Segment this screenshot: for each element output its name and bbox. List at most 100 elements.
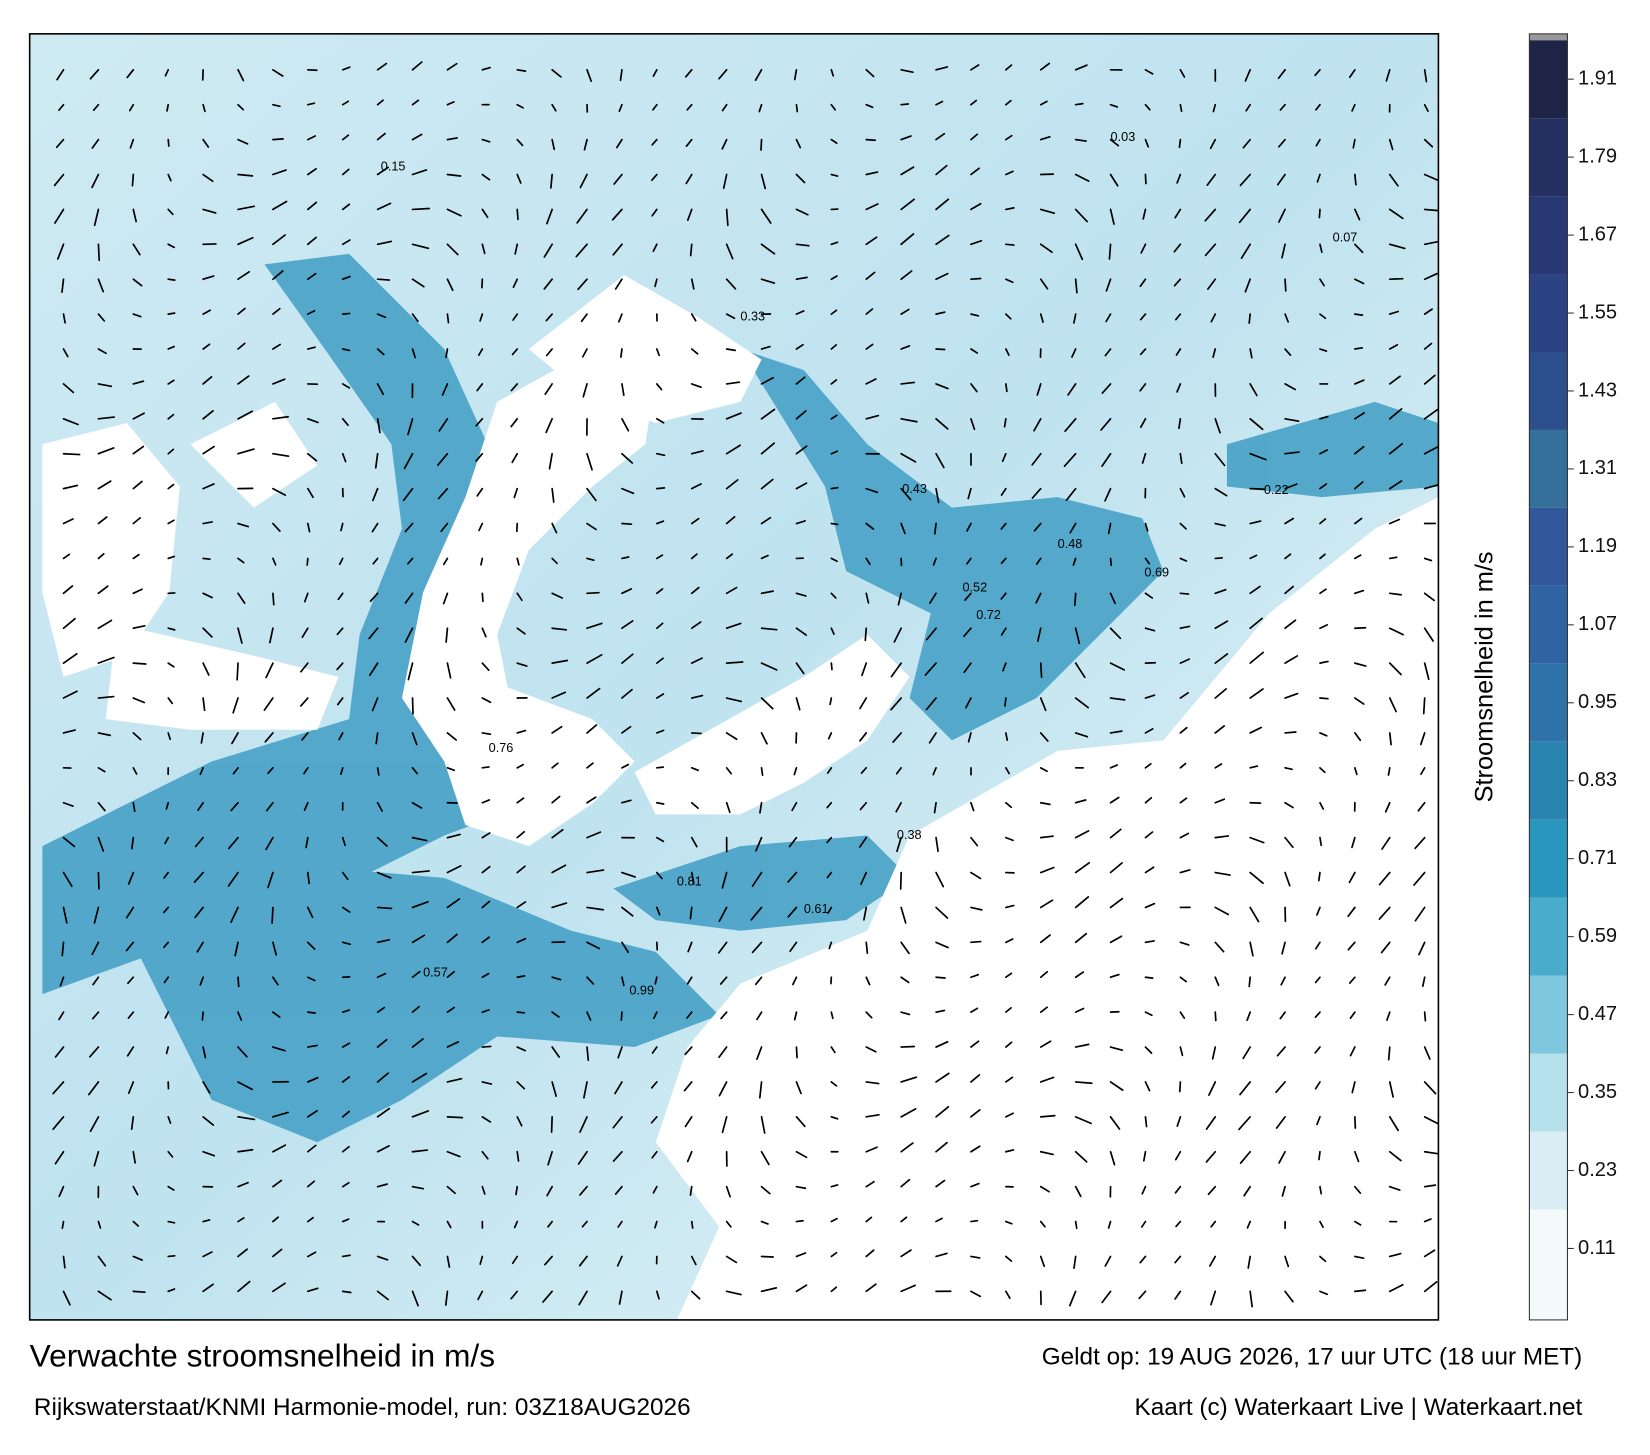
vector — [98, 244, 99, 260]
colorbar-band — [1529, 1054, 1567, 1132]
colorbar-band — [1529, 430, 1567, 508]
vector — [1180, 593, 1188, 594]
colorbar-tick-label: 0.47 — [1578, 1003, 1617, 1025]
vector — [796, 1221, 803, 1222]
vector — [378, 279, 390, 280]
colorbar-tick-label: 1.31 — [1578, 457, 1617, 479]
colorbar-band — [1529, 118, 1567, 196]
vector — [1320, 838, 1321, 846]
colorbar-tick-label: 0.35 — [1578, 1081, 1617, 1103]
vector — [482, 1046, 490, 1047]
vector — [971, 279, 981, 280]
vector — [168, 279, 175, 280]
vector — [237, 663, 238, 680]
speed-label: 0.15 — [381, 159, 406, 173]
vector — [936, 977, 945, 978]
vector — [1249, 977, 1250, 986]
vector — [1111, 558, 1112, 565]
vector — [901, 1047, 914, 1048]
colorbar-band — [1529, 898, 1567, 976]
colorbar-tick-label: 0.59 — [1578, 925, 1617, 947]
colorbar-tick-label: 0.11 — [1578, 1237, 1616, 1259]
colorbar-tick-label: 1.07 — [1578, 613, 1617, 635]
colorbar-tick-label: 1.43 — [1578, 379, 1617, 401]
speed-label: 0.99 — [629, 983, 654, 997]
speed-label: 0.33 — [740, 310, 765, 324]
colorbar-tick-label: 1.79 — [1578, 145, 1617, 167]
vector — [343, 1255, 350, 1256]
vector — [866, 942, 867, 953]
vector — [1355, 314, 1363, 315]
vector — [64, 454, 80, 455]
vector — [1355, 1290, 1366, 1291]
vector — [1250, 489, 1265, 490]
vector — [1109, 244, 1110, 259]
colorbar-band — [1529, 1132, 1567, 1210]
title: Verwachte stroomsnelheid in m/s — [30, 1337, 495, 1373]
valid-time: Geldt op: 19 AUG 2026, 17 uur UTC (18 uu… — [1042, 1343, 1583, 1370]
vector — [1179, 140, 1180, 148]
colorbar-tick-label: 1.55 — [1578, 301, 1617, 323]
vector — [1319, 873, 1320, 881]
colorbar-band — [1529, 274, 1567, 352]
colorbar-cap — [1529, 34, 1567, 40]
speed-label: 0.81 — [677, 874, 702, 888]
colorbar-tick-label: 0.95 — [1578, 691, 1617, 713]
speed-label: 0.76 — [489, 741, 514, 755]
vector — [692, 1222, 693, 1229]
vector — [1076, 104, 1083, 105]
vector — [1355, 628, 1366, 629]
vector — [517, 209, 518, 219]
vector — [796, 105, 797, 112]
vector — [1285, 279, 1286, 291]
vector — [727, 662, 743, 663]
vector — [1215, 1012, 1216, 1020]
vector — [901, 104, 908, 105]
colorbar: 0.110.230.350.470.590.710.830.951.071.19… — [1529, 40, 1617, 1320]
vector — [831, 488, 837, 489]
vector — [133, 663, 145, 664]
vector — [587, 593, 599, 594]
vector — [447, 1117, 462, 1118]
vector — [517, 1012, 524, 1013]
vector — [1355, 348, 1362, 349]
colorbar-band — [1529, 664, 1567, 742]
colorbar-band — [1529, 976, 1567, 1054]
colorbar-band — [1529, 352, 1567, 430]
vector — [238, 977, 239, 986]
vector — [1076, 1222, 1077, 1229]
vector — [482, 767, 489, 768]
vector — [866, 140, 875, 141]
vector — [621, 349, 622, 357]
vector — [865, 628, 866, 640]
model-run: Rijkswaterstaat/KNMI Harmonie-model, run… — [34, 1394, 691, 1421]
vector — [308, 1012, 315, 1013]
vector — [168, 313, 174, 314]
speed-label: 0.57 — [423, 965, 448, 979]
colorbar-tick-label: 1.19 — [1578, 535, 1617, 557]
colorbar-tick-label: 0.23 — [1578, 1159, 1617, 1181]
vector — [1249, 314, 1250, 323]
colorbar-tick-label: 1.67 — [1578, 223, 1617, 245]
vector — [621, 1012, 622, 1020]
vector — [132, 175, 133, 186]
speed-label: 0.38 — [897, 828, 922, 842]
vector — [378, 907, 392, 908]
vector — [273, 593, 274, 604]
vector — [378, 768, 379, 775]
vector — [1320, 698, 1328, 699]
vector — [691, 244, 692, 255]
colorbar-band — [1529, 40, 1567, 118]
vector — [552, 1117, 553, 1132]
speed-label: 0.72 — [976, 608, 1001, 622]
credit: Kaart (c) Waterkaart Live | Waterkaart.n… — [1135, 1394, 1583, 1421]
vector — [727, 209, 728, 225]
vector — [482, 593, 483, 601]
vector — [935, 524, 936, 534]
vector — [1319, 209, 1320, 217]
colorbar-band — [1529, 742, 1567, 820]
vector — [168, 140, 169, 146]
vector — [1006, 384, 1007, 391]
vector — [62, 1222, 63, 1229]
